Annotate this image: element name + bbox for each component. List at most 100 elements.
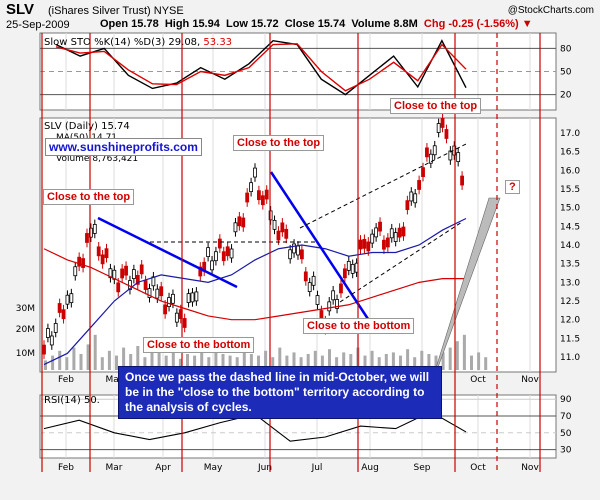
volume-bar (178, 358, 182, 370)
low-value: Low 15.72 (225, 18, 279, 30)
price-y-tick: 12.5 (560, 297, 580, 307)
price-y-tick: 16.0 (560, 166, 580, 176)
security-name: (iShares Silver Trust) (48, 5, 151, 17)
price-candle-body (143, 280, 148, 290)
price-candle-body (85, 233, 89, 243)
volume-bar (441, 352, 445, 370)
volume-bar (391, 352, 395, 370)
volume-bar (122, 347, 126, 370)
volume-bar (413, 357, 417, 370)
price-candle-body (53, 323, 58, 333)
price-candle-body (397, 227, 402, 238)
price-y-tick: 14.0 (560, 241, 580, 251)
sunshineprofits-link[interactable]: www.sunshineprofits.com (45, 138, 202, 156)
price-candle-body (135, 275, 140, 285)
volume-bar (157, 352, 161, 370)
volume-bar (186, 354, 189, 370)
price-candle-body (96, 246, 101, 257)
price-candle-body (221, 251, 226, 262)
price-candle-body (299, 249, 304, 260)
channel-dashed-line (339, 221, 463, 303)
trend-line-blue (269, 171, 374, 326)
price-candle-body (272, 219, 277, 230)
price-candle-body (88, 227, 93, 238)
label-close-to-bottom: Close to the bottom (143, 337, 255, 353)
volume-bar (349, 354, 353, 370)
price-candle-body (174, 312, 179, 323)
price-candle-body (241, 217, 246, 228)
note-pointer (425, 197, 501, 401)
x-tick-label: Oct (470, 463, 486, 473)
price-candle-body (366, 241, 371, 252)
price-candle-body (296, 245, 300, 256)
volume-bar (200, 350, 204, 370)
price-candle-body (335, 299, 339, 309)
volume-bar (242, 352, 246, 370)
price-candle-body (116, 282, 121, 293)
x-tick-label: May (204, 463, 223, 473)
price-candle-body (339, 283, 343, 294)
label-close-to-top: Close to the top (390, 98, 482, 114)
volume-bar (150, 350, 154, 370)
price-candle-body (288, 249, 293, 260)
price-candle-body (444, 129, 449, 139)
price-candle-body (311, 275, 316, 286)
price-candle-body (46, 328, 50, 338)
price-candle-body (210, 260, 214, 271)
sto-d-value: 53.33 (200, 37, 232, 48)
volume-bar (384, 354, 388, 370)
volume-bar (328, 349, 331, 370)
price-candle-body (436, 123, 441, 133)
volume-bar (342, 352, 346, 370)
price-candle-body (229, 248, 234, 259)
rsi-y-tick: 30 (560, 446, 572, 456)
volume-bar (484, 357, 488, 370)
rsi-y-tick: 70 (560, 412, 572, 422)
price-candle-body (233, 222, 238, 233)
price-candle-body (264, 189, 269, 200)
x-tick-label: Mar (106, 463, 123, 473)
volume-bar (271, 357, 275, 370)
price-candle-body (253, 167, 257, 178)
volume-bar (214, 347, 218, 370)
volume-y-tick: 10M (16, 349, 35, 359)
price-candle-body (42, 344, 46, 355)
price-candle-body (190, 292, 195, 303)
price-candle-body (350, 264, 355, 274)
exchange-name: NYSE (153, 5, 184, 17)
price-candle-body (374, 227, 379, 238)
price-candle-body (73, 266, 78, 277)
volume-bar (51, 355, 55, 370)
price-candle-body (292, 243, 296, 254)
price-candle-body (303, 271, 308, 282)
price-candle-body (405, 200, 410, 211)
price-candle-body (225, 246, 230, 257)
price-y-tick: 12.0 (560, 316, 580, 326)
price-candle-body (49, 335, 54, 346)
x-tick-label: Jun (257, 463, 272, 473)
x-tick-label: Sep (414, 463, 431, 473)
volume-bar (93, 334, 97, 370)
price-candle-body (389, 228, 394, 239)
price-candle-body (186, 293, 191, 303)
price-candle-body (77, 256, 82, 267)
price-candle-body (307, 282, 312, 292)
sto-y-tick: 20 (560, 91, 572, 101)
volume-bar (193, 355, 197, 370)
price-candle-body (57, 303, 62, 313)
price-y-tick: 11.0 (560, 353, 580, 363)
volume-bar (420, 350, 424, 370)
channel-dashed-line (299, 142, 469, 229)
price-candle-body (421, 167, 425, 178)
trend-line-blue (97, 216, 238, 289)
volume-legend: Volume 8,763,421 (56, 154, 138, 164)
sto-series-d (55, 43, 467, 92)
price-y-tick: 14.5 (560, 222, 580, 232)
volume-bar (278, 347, 282, 370)
volume-bars (44, 334, 488, 370)
price-y-tick: 16.5 (560, 148, 580, 158)
open-value: Open 15.78 (100, 18, 159, 30)
volume-bar (228, 355, 232, 370)
volume-bar (249, 354, 253, 370)
price-candle-body (327, 301, 332, 312)
